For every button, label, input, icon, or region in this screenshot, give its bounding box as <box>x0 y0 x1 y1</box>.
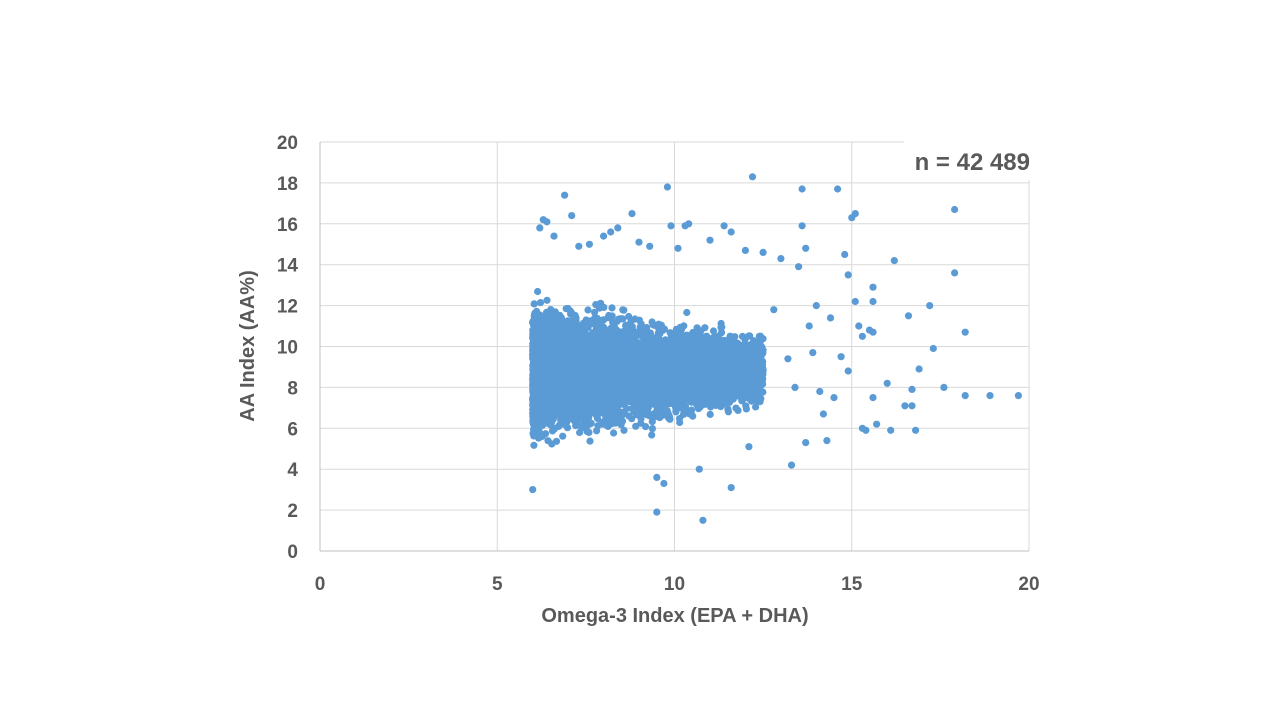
cluster-point <box>543 296 551 304</box>
cluster-point <box>620 426 628 434</box>
cluster-point <box>539 431 547 439</box>
cluster-point <box>693 324 701 332</box>
cluster-point <box>654 329 662 337</box>
cluster-point <box>530 300 538 308</box>
cluster-point <box>620 306 628 314</box>
cluster-point <box>542 308 551 316</box>
cluster-point <box>709 327 718 335</box>
cluster-point <box>619 315 627 323</box>
cluster-point <box>688 406 696 414</box>
data-points <box>529 173 1023 524</box>
cluster-point <box>742 402 750 410</box>
cluster-point <box>608 304 616 312</box>
cluster-point <box>610 429 618 437</box>
cluster-point <box>582 424 590 432</box>
cluster-point <box>643 324 651 332</box>
cluster-point <box>724 405 732 413</box>
cluster-point <box>676 418 684 427</box>
cluster-point <box>648 431 656 439</box>
cluster-point <box>607 416 615 424</box>
cluster-point <box>701 324 709 332</box>
cluster-point <box>752 403 760 411</box>
cluster-point <box>642 423 650 431</box>
cluster-point <box>544 437 552 445</box>
cluster-point <box>637 415 645 423</box>
cluster-point <box>600 303 608 311</box>
cluster-point <box>665 414 673 422</box>
cluster-point <box>559 432 567 440</box>
cluster-point <box>591 308 599 316</box>
cluster-point <box>652 412 660 420</box>
cluster-point <box>648 418 656 426</box>
cluster-point <box>706 410 714 418</box>
cluster-point <box>732 404 740 412</box>
cluster-point <box>604 422 612 430</box>
cluster-point <box>682 408 690 416</box>
cluster-point <box>683 308 691 317</box>
cluster-point <box>572 316 580 325</box>
cluster-point <box>632 422 640 430</box>
cluster-point <box>674 342 683 350</box>
cluster-point <box>648 425 657 433</box>
cluster-point <box>586 437 594 445</box>
cluster-point <box>534 287 542 296</box>
cluster-point <box>654 395 662 403</box>
